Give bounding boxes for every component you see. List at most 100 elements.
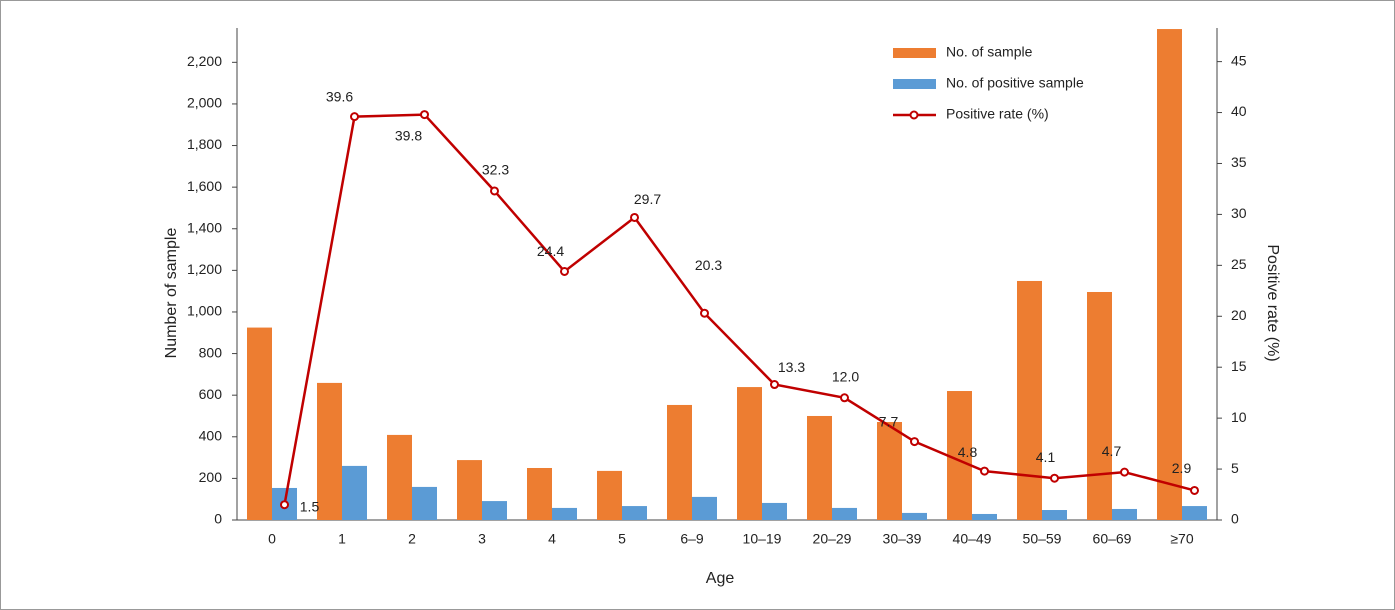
bar (692, 496, 717, 520)
y-tick-label: 1,000 (187, 303, 222, 319)
line-point (420, 110, 429, 120)
line-point (560, 266, 569, 276)
y-tick-label: 2,000 (187, 95, 222, 111)
bar (482, 501, 507, 520)
bar (972, 513, 997, 520)
x-tick-label: ≥70 (1170, 531, 1193, 547)
bar (1042, 510, 1067, 520)
x-tick-label: 6–9 (680, 531, 704, 547)
data-label: 39.6 (326, 88, 353, 104)
y-tick-label: 1,400 (187, 219, 222, 235)
line-point (630, 212, 639, 222)
bar (552, 507, 577, 520)
x-tick-label: 20–29 (813, 531, 852, 547)
data-label: 12.0 (832, 368, 859, 384)
bar (1112, 508, 1137, 520)
line-point (770, 380, 779, 390)
bar (1157, 29, 1182, 521)
y2-tick-label: 35 (1231, 154, 1247, 170)
bar (1182, 506, 1207, 520)
x-tick-label: 60–69 (1093, 531, 1132, 547)
legend-label: No. of positive sample (946, 75, 1084, 91)
line-point (350, 112, 359, 122)
line-point (840, 393, 849, 403)
line-point (910, 437, 919, 447)
data-label: 13.3 (778, 359, 805, 375)
line-point (700, 308, 709, 318)
x-tick-label: 5 (618, 531, 626, 547)
data-label: 32.3 (482, 162, 509, 178)
data-label: 24.4 (537, 243, 564, 259)
legend-label: Positive rate (%) (946, 106, 1049, 122)
y2-tick-label: 15 (1231, 358, 1247, 374)
bar (317, 382, 342, 520)
data-label: 7.7 (879, 413, 899, 429)
data-label: 39.8 (395, 127, 422, 143)
y2-tick-label: 5 (1231, 460, 1239, 476)
bar (622, 506, 647, 520)
data-label: 4.1 (1036, 449, 1056, 465)
bar (247, 327, 272, 520)
y2-tick-label: 45 (1231, 52, 1247, 68)
legend-label: No. of sample (946, 44, 1033, 60)
line-point (1050, 473, 1059, 483)
line (283, 113, 1195, 505)
data-label: 4.7 (1102, 443, 1122, 459)
line-point (1120, 467, 1129, 477)
y-tick-label: 1,800 (187, 136, 222, 152)
bar (597, 470, 622, 520)
bar (412, 486, 437, 520)
y2-tick-label: 40 (1231, 103, 1247, 119)
line-point (490, 186, 499, 196)
y-axis-title: Number of sample (163, 228, 180, 359)
y2-tick-label: 10 (1231, 409, 1247, 425)
legend-swatch (893, 79, 936, 89)
y-tick-label: 200 (199, 469, 223, 485)
y2-tick-label: 20 (1231, 307, 1247, 323)
bar (667, 404, 692, 520)
legend-swatch (893, 48, 936, 58)
bar (1087, 291, 1112, 520)
x-tick-label: 10–19 (743, 531, 782, 547)
x-tick-label: 1 (338, 531, 346, 547)
x-tick-label: 50–59 (1023, 531, 1062, 547)
data-label: 20.3 (695, 257, 722, 273)
x-tick-label: 3 (478, 531, 486, 547)
data-label: 29.7 (634, 191, 661, 207)
y2-tick-label: 30 (1231, 205, 1247, 221)
y-tick-label: 600 (199, 386, 223, 402)
y-tick-label: 1,200 (187, 261, 222, 277)
bar (947, 391, 972, 520)
y-tick-label: 0 (214, 511, 222, 527)
x-axis-title: Age (706, 570, 735, 587)
bar (1017, 280, 1042, 520)
bar (832, 507, 857, 520)
bar (762, 502, 787, 520)
y-tick-label: 400 (199, 427, 223, 443)
bar (877, 422, 902, 520)
bar (807, 415, 832, 520)
x-tick-label: 40–49 (953, 531, 992, 547)
data-label: 1.5 (300, 498, 320, 514)
x-tick-label: 4 (548, 531, 556, 547)
y-tick-label: 2,200 (187, 53, 222, 69)
bar (902, 512, 927, 520)
y2-tick-label: 25 (1231, 256, 1247, 272)
y2-tick-label: 0 (1231, 511, 1239, 527)
line-point (280, 500, 289, 510)
line-point (980, 466, 989, 476)
y2-axis-title: Positive rate (%) (1264, 244, 1281, 361)
x-tick-label: 0 (268, 531, 276, 547)
x-tick-label: 2 (408, 531, 416, 547)
data-label: 2.9 (1172, 460, 1192, 476)
bar (737, 387, 762, 520)
legend-swatch (909, 110, 919, 120)
bar (457, 460, 482, 520)
bar (342, 465, 367, 520)
bar (527, 467, 552, 520)
bar (387, 434, 412, 520)
data-label: 4.8 (958, 444, 978, 460)
line-point (1190, 485, 1199, 495)
y-tick-label: 800 (199, 344, 223, 360)
